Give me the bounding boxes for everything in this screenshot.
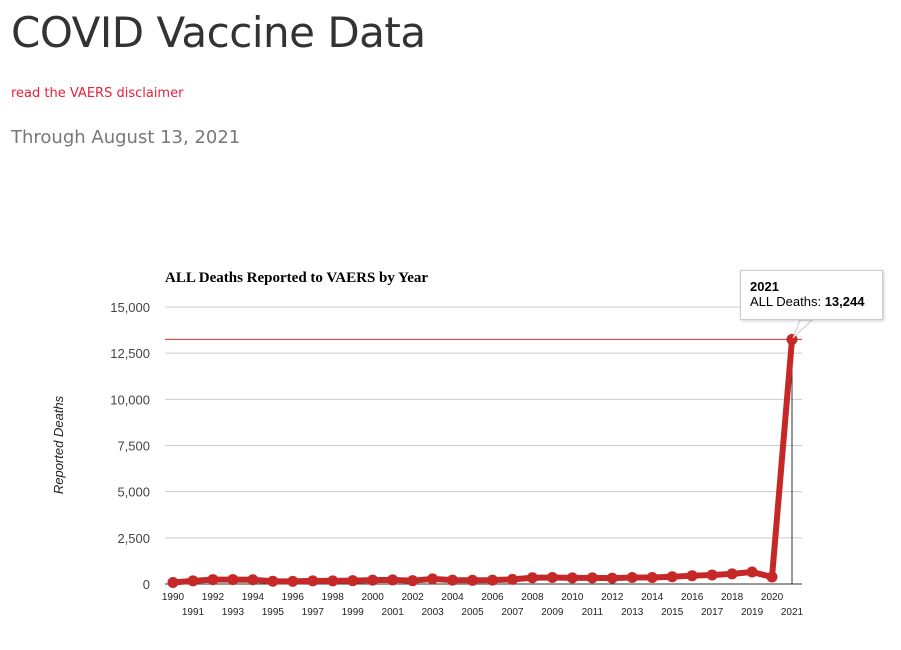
x-tick-label: 2004 [441, 592, 464, 603]
data-point-2017 [706, 569, 718, 581]
x-tick-label: 2007 [501, 607, 524, 618]
x-tick-label: 1992 [202, 592, 225, 603]
x-tick-label: 2012 [601, 592, 624, 603]
x-tick-label: 2016 [681, 592, 704, 603]
y-tick-label: 12,500 [110, 346, 150, 361]
x-tick-label: 2002 [401, 592, 424, 603]
y-tick-label: 15,000 [110, 300, 150, 315]
x-tick-label: 2009 [541, 607, 564, 618]
data-point-2020 [766, 571, 778, 583]
x-tick-label: 2013 [621, 607, 644, 618]
data-point-2006 [486, 574, 498, 586]
series-line-all-deaths [172, 339, 795, 586]
page-title: COVID Vaccine Data [11, 8, 426, 57]
data-point-2014 [646, 572, 658, 584]
data-point-2018 [726, 568, 738, 580]
vaers-disclaimer-link[interactable]: read the VAERS disclaimer [11, 86, 184, 101]
x-tick-label: 1995 [262, 607, 285, 618]
y-tick-label: 10,000 [110, 392, 150, 407]
x-tick-label: 2011 [582, 607, 604, 618]
data-point-1996 [287, 575, 299, 587]
data-point-2002 [407, 575, 419, 587]
y-axis-label: Reported Deaths [51, 395, 66, 494]
x-tick-label: 2003 [421, 607, 444, 618]
data-point-2009 [546, 572, 558, 584]
data-point-2011 [586, 572, 598, 584]
data-point-1998 [327, 575, 339, 587]
data-point-2007 [506, 573, 518, 585]
data-point-2010 [566, 572, 578, 584]
data-point-2012 [606, 572, 618, 584]
x-tick-label: 2010 [561, 592, 584, 603]
data-point-2016 [686, 570, 698, 582]
x-tick-label: 2008 [521, 592, 544, 603]
x-tick-label: 2020 [761, 592, 784, 603]
data-point-2008 [526, 572, 538, 584]
x-tick-label: 2017 [701, 607, 724, 618]
tooltip-label: ALL Deaths: [750, 294, 822, 309]
y-tick-label: 0 [143, 577, 150, 592]
data-point-2015 [666, 571, 678, 583]
tooltip-pointer [792, 319, 814, 339]
tooltip-value: 13,244 [824, 294, 865, 309]
y-tick-label: 7,500 [117, 439, 150, 454]
x-tick-label: 1994 [242, 592, 265, 603]
data-point-2013 [626, 572, 638, 584]
tooltip: 2021 ALL Deaths: 13,244 [740, 270, 883, 320]
data-point-2019 [746, 566, 758, 578]
data-point-2001 [387, 574, 399, 586]
x-tick-label: 1993 [222, 607, 245, 618]
x-tick-label: 2006 [481, 592, 504, 603]
x-tick-label: 2015 [661, 607, 684, 618]
data-point-2005 [467, 574, 479, 586]
x-tick-label: 2014 [641, 592, 664, 603]
x-tick-label: 2001 [382, 607, 405, 618]
data-point-1992 [207, 574, 219, 586]
x-tick-label: 1990 [162, 592, 185, 603]
x-tick-label: 1996 [282, 592, 305, 603]
x-tick-label: 2018 [721, 592, 744, 603]
chart-title: ALL Deaths Reported to VAERS by Year [165, 270, 428, 286]
x-tick-label: 2000 [362, 592, 385, 603]
data-point-1997 [307, 575, 319, 587]
x-tick-label: 2019 [741, 607, 764, 618]
tooltip-title: 2021 [750, 279, 779, 294]
x-tick-label: 1998 [322, 592, 345, 603]
data-point-2000 [367, 574, 379, 586]
data-point-2004 [447, 574, 459, 586]
data-point-1990 [167, 577, 179, 589]
data-point-1991 [187, 575, 199, 587]
y-tick-label: 5,000 [117, 485, 150, 500]
x-tick-label: 1991 [182, 607, 205, 618]
x-tick-label: 1997 [302, 607, 325, 618]
x-tick-label: 2021 [781, 607, 804, 618]
x-tick-label: 1999 [342, 607, 365, 618]
data-point-1999 [347, 575, 359, 587]
data-point-1993 [227, 574, 239, 586]
data-point-1995 [267, 575, 279, 587]
data-point-1994 [247, 574, 259, 586]
data-point-2003 [427, 573, 439, 585]
x-tick-label: 2005 [461, 607, 484, 618]
y-tick-label: 2,500 [117, 531, 150, 546]
date-subtitle: Through August 13, 2021 [11, 127, 241, 148]
